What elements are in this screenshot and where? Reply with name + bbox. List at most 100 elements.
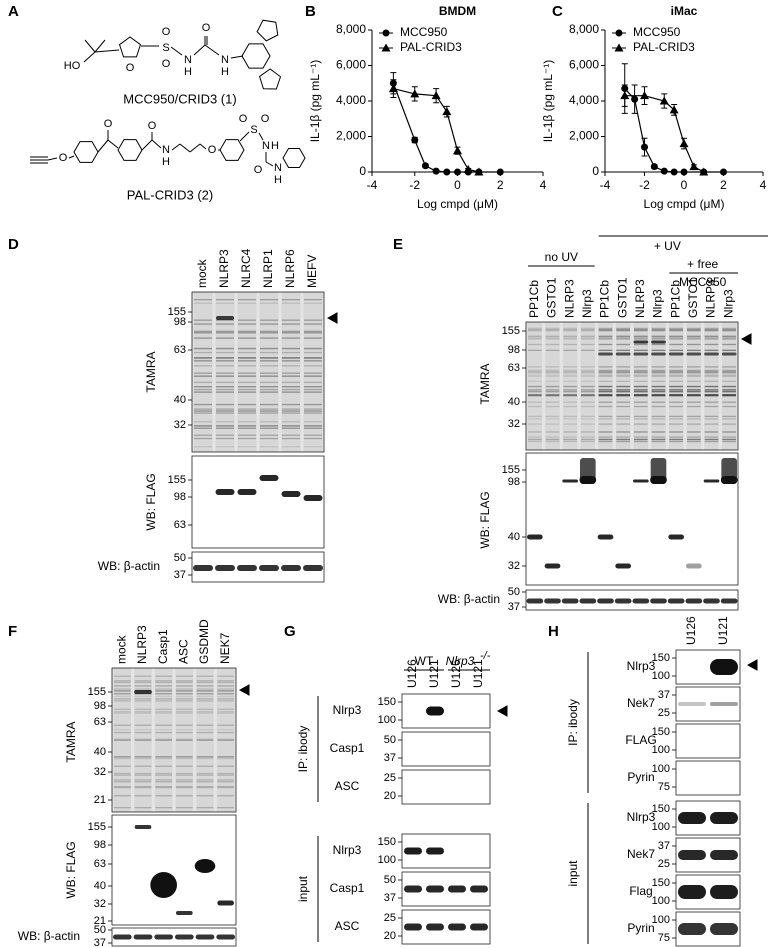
gel-band	[155, 756, 172, 758]
rule	[107, 139, 119, 149]
rule	[170, 46, 183, 56]
gel-band	[581, 395, 595, 397]
gel-band	[304, 365, 322, 367]
gel-band	[196, 675, 214, 677]
gel-band	[581, 388, 595, 391]
gel-band	[155, 724, 172, 726]
atom-label: O	[104, 118, 113, 130]
x-tick-label: 4	[540, 178, 547, 192]
gel-band	[704, 437, 719, 439]
gel-band	[634, 388, 648, 391]
band	[651, 352, 666, 356]
band	[561, 598, 579, 604]
gel-band	[196, 786, 214, 789]
marker-label: 100	[652, 821, 670, 833]
gel-band	[545, 405, 560, 408]
gel-band	[134, 765, 152, 767]
gel-band	[616, 390, 630, 392]
gel-band	[704, 369, 719, 372]
gel-band	[217, 785, 234, 788]
lane-label: MEFV	[305, 255, 319, 288]
gel-band	[196, 794, 214, 797]
gel-band	[598, 336, 613, 338]
gel-band	[722, 369, 736, 372]
gel-band	[194, 319, 212, 321]
gel-band	[304, 360, 322, 362]
gel-band	[722, 327, 736, 330]
gel-band	[545, 437, 560, 439]
gel-band	[176, 700, 193, 702]
gel-band	[194, 357, 212, 359]
gel-band	[216, 365, 234, 367]
gel-band	[196, 685, 214, 687]
gel-band	[598, 369, 613, 372]
rule	[84, 39, 96, 53]
gel-band	[545, 435, 560, 438]
gel-band	[598, 343, 613, 346]
marker-label: 75	[658, 932, 670, 944]
gel-band	[216, 330, 234, 332]
gel-band	[669, 394, 683, 396]
marker-label: 100	[652, 763, 670, 775]
gel-band	[260, 434, 278, 436]
band	[721, 352, 737, 356]
marker-label: 150	[378, 696, 396, 708]
x-tick-label: -2	[409, 178, 420, 192]
marker-label: 100	[652, 670, 670, 682]
gel-band	[687, 336, 701, 338]
gel-band	[669, 373, 683, 375]
marker	[496, 168, 504, 176]
marker-label: 100	[378, 714, 396, 726]
gel-band	[598, 438, 613, 441]
gel-band	[217, 757, 234, 760]
gel-band	[704, 329, 719, 331]
blot-frame	[675, 686, 741, 722]
gel-band	[282, 323, 300, 326]
gel-band	[528, 329, 542, 331]
ring	[73, 141, 99, 163]
gel-band	[260, 375, 278, 377]
gel-band	[260, 388, 278, 391]
blot-frame	[111, 927, 237, 947]
gel-band	[176, 757, 193, 760]
gel-band	[194, 391, 212, 393]
blot-background	[192, 292, 324, 452]
gel-band	[238, 391, 256, 393]
band	[686, 352, 702, 356]
marker	[410, 89, 420, 98]
gel-band	[563, 431, 577, 433]
gel-band	[260, 330, 278, 332]
gel-band	[304, 348, 322, 350]
marker	[641, 143, 648, 151]
gel-band	[651, 366, 666, 368]
x-tick-label: 4	[760, 178, 767, 192]
gel-band	[282, 330, 300, 332]
gel-band	[528, 415, 542, 418]
gel-band	[304, 410, 322, 412]
gel-band	[196, 700, 214, 702]
row-label: Nek7	[627, 847, 655, 861]
blot-frame	[401, 871, 491, 907]
gel-band	[216, 388, 234, 391]
marker-label: 37	[94, 937, 106, 948]
gel-band	[634, 327, 648, 330]
gel-band	[260, 381, 278, 384]
section-label: input	[296, 875, 310, 902]
x-tick-label: 0	[681, 178, 688, 192]
gel-band	[238, 425, 256, 427]
marker	[720, 168, 727, 176]
gel-band	[194, 348, 212, 350]
band	[720, 476, 738, 484]
gel-band	[217, 675, 234, 677]
gel-band	[238, 427, 256, 429]
gel-band	[216, 323, 234, 326]
gel-band	[216, 360, 234, 362]
gel-band	[651, 388, 666, 391]
gel-band	[238, 323, 256, 326]
gel-band	[238, 375, 256, 377]
gel-band	[217, 681, 234, 684]
gel-band	[722, 380, 736, 383]
atom-label: HO	[64, 60, 81, 72]
gel-band	[545, 418, 560, 420]
marker	[699, 167, 709, 176]
